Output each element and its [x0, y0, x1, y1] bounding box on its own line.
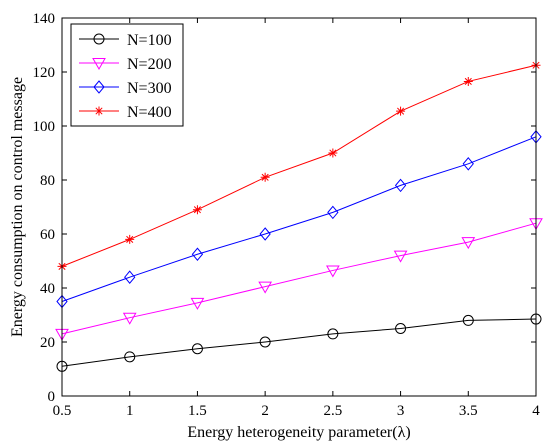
data-point — [124, 351, 136, 363]
data-point — [258, 281, 273, 294]
data-point — [328, 148, 338, 158]
legend-label: N=400 — [127, 104, 172, 121]
y-tick-label: 80 — [40, 173, 55, 189]
legend-marker — [93, 80, 105, 94]
data-point — [192, 205, 202, 215]
series-group — [55, 60, 543, 372]
legend-item: N=400 — [79, 104, 172, 121]
data-point — [462, 157, 474, 171]
legend-item: N=100 — [79, 32, 172, 49]
y-tick-label: 0 — [48, 389, 56, 405]
x-tick-label: 4 — [532, 403, 540, 419]
data-point — [259, 336, 271, 348]
y-tick-label: 40 — [40, 281, 55, 297]
legend-item: N=300 — [79, 80, 172, 97]
data-point — [122, 312, 137, 325]
y-tick-label: 140 — [33, 11, 56, 27]
plot-frame — [61, 17, 537, 397]
legend-label: N=100 — [127, 32, 172, 49]
series-line — [61, 64, 537, 267]
legend-label: N=300 — [127, 80, 172, 97]
legend: N=100 N=200 N=300 N=400 — [70, 23, 184, 127]
x-tick-label: 0.5 — [53, 403, 72, 419]
x-tick-label: 2.5 — [323, 403, 342, 419]
data-point — [191, 343, 203, 355]
x-tick-label: 2 — [261, 403, 269, 419]
data-point — [327, 205, 339, 220]
y-tick-label: 100 — [33, 119, 56, 135]
y-axis-label: Energy consumption on control message — [9, 77, 26, 337]
x-tick-label: 1 — [126, 403, 134, 419]
series-line — [61, 318, 537, 367]
data-point — [260, 172, 270, 182]
y-tick-label: 120 — [33, 65, 56, 81]
data-point — [325, 265, 340, 278]
legend-label: N=200 — [127, 56, 172, 73]
series-line — [61, 222, 537, 335]
data-point — [463, 76, 473, 86]
legend-item: N=200 — [79, 56, 172, 73]
data-point — [125, 234, 135, 244]
data-point — [327, 328, 339, 340]
x-axis-label: Energy heterogeneity parameter(λ) — [187, 424, 410, 441]
data-point — [191, 247, 204, 262]
data-point — [396, 106, 406, 116]
series-n-100 — [56, 313, 542, 372]
x-tick-label: 3.5 — [459, 403, 478, 419]
legend-marker — [93, 33, 105, 45]
x-tick-label: 3 — [397, 403, 405, 419]
data-point — [461, 237, 476, 250]
y-tick-label: 60 — [40, 227, 55, 243]
data-point — [259, 227, 271, 241]
data-point — [395, 323, 407, 334]
data-point — [393, 250, 408, 263]
legend-box — [70, 23, 184, 127]
data-point — [190, 297, 205, 310]
legend-marker — [94, 106, 104, 116]
data-point — [462, 314, 474, 326]
x-tick-label: 1.5 — [188, 403, 207, 419]
y-tick-label: 20 — [40, 335, 55, 351]
data-point — [124, 270, 136, 284]
data-point — [394, 178, 407, 193]
legend-marker — [92, 58, 106, 71]
series-line — [61, 136, 537, 302]
series-n-200 — [55, 218, 543, 341]
